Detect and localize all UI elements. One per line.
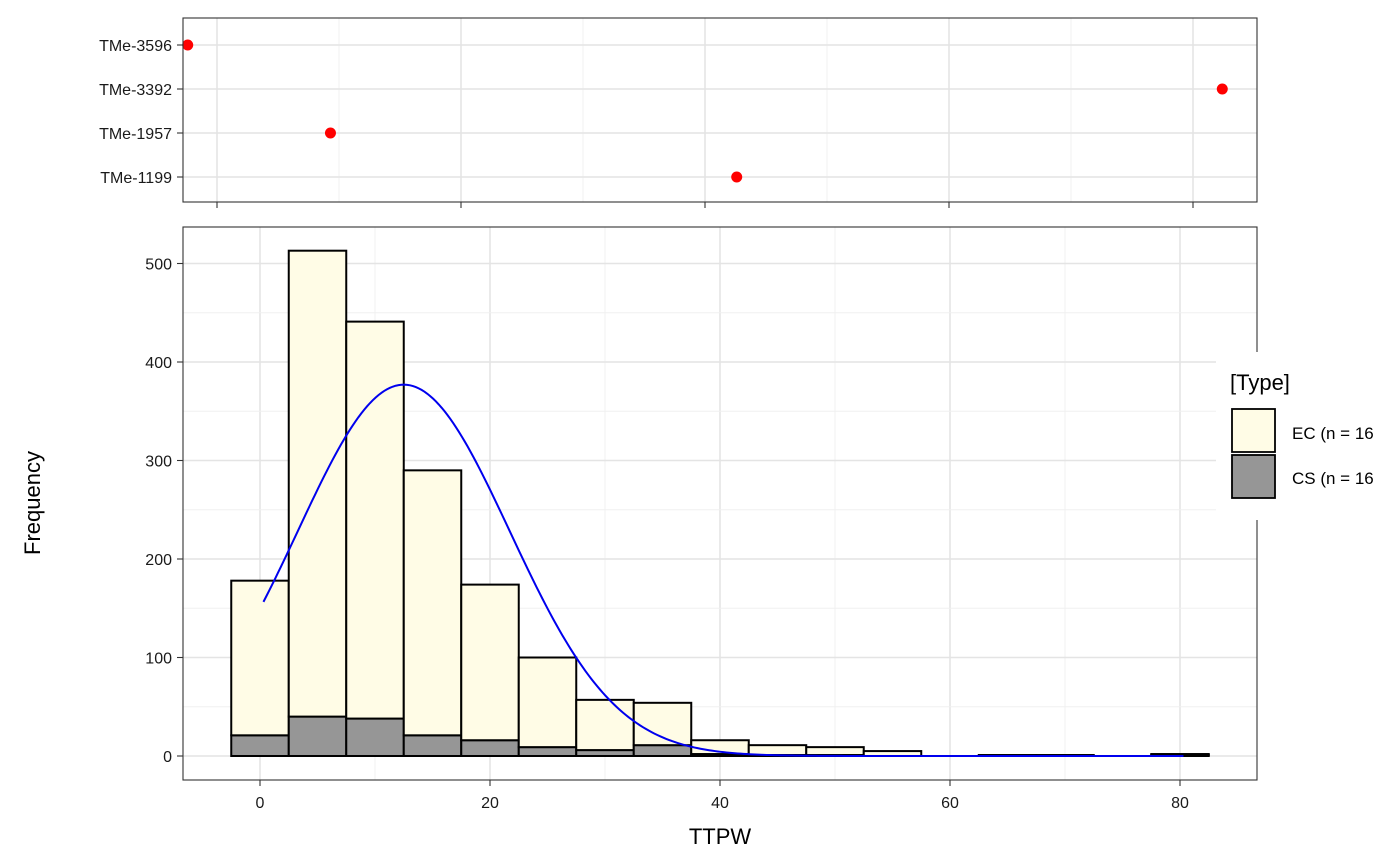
- top-ytick-label-0: TMe-3596: [99, 38, 172, 55]
- bar-ec-1: [287, 249, 348, 718]
- top-gridlines: [183, 18, 1257, 208]
- top-ytick-label-3: TMe-1199: [100, 170, 172, 187]
- bottom-panel: 0 100 200 300 400 500 0 20 40 60 80: [145, 226, 1258, 812]
- xtick-label-40: 40: [711, 795, 729, 812]
- top-y-tick-labels: TMe-3596 TMe-3392 TMe-1957 TMe-1199: [99, 38, 183, 187]
- legend-key-cs: [1231, 454, 1276, 499]
- bar-cs-0: [230, 734, 290, 758]
- histogram-bars: [230, 249, 1210, 758]
- bar-ec-9: [747, 744, 808, 757]
- y-ticks: 0 100 200 300 400 500: [145, 257, 183, 766]
- xtick-label-0: 0: [256, 795, 265, 812]
- x-ticks: 0 20 40 60 80: [256, 780, 1189, 812]
- legend-title: [Type]: [1230, 370, 1290, 395]
- xtick-label-60: 60: [941, 795, 959, 812]
- top-panel-border: [182, 17, 1258, 203]
- legend: [Type] EC (n = 16 CS (n = 16: [1216, 352, 1400, 520]
- bar-cs-4: [460, 739, 520, 757]
- bar-ec-5: [517, 656, 578, 749]
- x-axis-label: TTPW: [689, 824, 752, 849]
- top-panel-background: [183, 18, 1257, 202]
- bar-cs-7: [632, 744, 693, 757]
- top-points: [182, 39, 1228, 183]
- density-curve: [262, 383, 1184, 757]
- ytick-label-0: 0: [163, 749, 172, 766]
- xtick-label-80: 80: [1171, 795, 1189, 812]
- bar-ec-7: [632, 701, 693, 747]
- ytick-label-200: 200: [145, 552, 172, 569]
- legend-label-ec: EC (n = 16: [1292, 424, 1374, 443]
- top-point-TMe-1957: [324, 127, 336, 139]
- bar-ec-3: [402, 469, 463, 737]
- bar-cs-2: [345, 717, 405, 758]
- legend-key-ec: [1231, 408, 1276, 453]
- ytick-label-400: 400: [145, 355, 172, 372]
- bar-ec-2: [345, 320, 405, 720]
- top-panel: TMe-3596 TMe-3392 TMe-1957 TMe-1199: [99, 17, 1258, 208]
- bar-ec-16: [1150, 753, 1210, 757]
- bar-cs-3: [402, 734, 463, 758]
- top-ytick-label-1: TMe-3392: [99, 82, 172, 99]
- bar-cs-5: [517, 746, 578, 758]
- top-ytick-label-2: TMe-1957: [99, 126, 172, 143]
- bar-ec-10: [805, 746, 865, 757]
- legend-label-cs: CS (n = 16: [1292, 469, 1374, 488]
- y-axis-label: Frequency: [20, 451, 45, 555]
- top-point-TMe-3596: [182, 39, 194, 51]
- bar-ec-0: [230, 579, 290, 737]
- top-point-TMe-1199: [731, 171, 743, 183]
- bar-ec-4: [460, 583, 520, 742]
- ytick-label-100: 100: [145, 651, 172, 668]
- ytick-label-300: 300: [145, 454, 172, 471]
- xtick-label-20: 20: [481, 795, 499, 812]
- bar-cs-1: [287, 715, 348, 757]
- ytick-label-500: 500: [145, 257, 172, 274]
- bar-ec-6: [575, 698, 635, 752]
- top-point-TMe-3392: [1216, 83, 1228, 95]
